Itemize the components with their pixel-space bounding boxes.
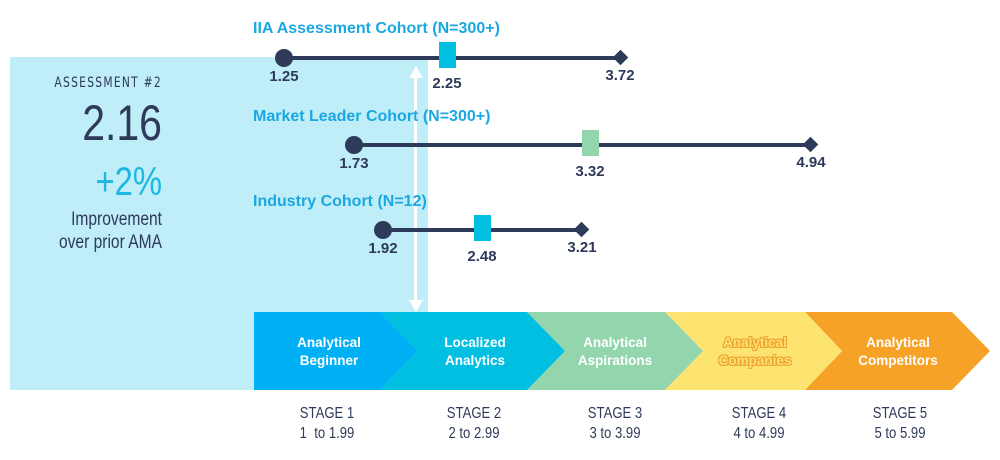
arrow-down-icon: [409, 300, 423, 312]
cohort-2-avg-value: 3.32: [575, 163, 605, 180]
stage-5-caption: STAGE 5 5 to 5.99: [851, 404, 949, 444]
cohort-2-max-value: 4.94: [796, 154, 826, 171]
stage-1-number: STAGE 1: [299, 405, 355, 422]
cohort-1-avg-square: [439, 42, 456, 68]
stage-5-name: Analytical Competitors: [833, 334, 963, 370]
stage-2-name: Localized Analytics: [410, 334, 540, 370]
stage-3-name: Analytical Aspirations: [550, 334, 680, 370]
stage-2-caption: STAGE 2 2 to 2.99: [425, 404, 523, 444]
stage-2-number: STAGE 2: [446, 405, 502, 422]
stage-2-range: 2 to 2.99: [448, 425, 500, 442]
stage-5-name-line2: Competitors: [858, 353, 938, 368]
stage-3-caption: STAGE 3 3 to 3.99: [566, 404, 664, 444]
cohort-1-max-value: 3.72: [605, 67, 635, 84]
stage-2-name-line2: Analytics: [444, 353, 506, 368]
stage-1-name-line1: Analytical: [297, 335, 361, 350]
stage-1-name-line2: Beginner: [299, 353, 359, 368]
cohort-2-avg-square: [582, 130, 599, 156]
stage-3-number: STAGE 3: [587, 405, 643, 422]
cohort-3-avg-square: [474, 215, 491, 241]
cohort-3-min-value: 1.92: [368, 240, 398, 257]
stage-1-range: 1 to 1.99: [299, 425, 355, 442]
stage-4-range: 4 to 4.99: [733, 425, 785, 442]
cohort-2-min-dot: [345, 136, 363, 154]
assessment-score: 2.16: [82, 95, 162, 151]
cohort-1-min-dot: [275, 49, 293, 67]
chevron-stage-1: [254, 312, 418, 390]
assessment-delta: +2%: [95, 160, 162, 204]
cohort-3-title: Industry Cohort (N=12): [253, 193, 427, 210]
stage-3-range: 3 to 3.99: [589, 425, 641, 442]
cohort-3-avg-value: 2.48: [467, 248, 497, 265]
stage-5-number: STAGE 5: [872, 405, 928, 422]
stage-4-caption: STAGE 4 4 to 4.99: [710, 404, 808, 444]
cohort-2-min-value: 1.73: [339, 155, 369, 172]
chevron-stage-3: [527, 312, 703, 390]
cohort-3-max-value: 3.21: [567, 239, 597, 256]
cohort-1-min-value: 1.25: [269, 68, 299, 85]
stage-4-number: STAGE 4: [731, 405, 787, 422]
assessment-description: Improvement over prior AMA: [37, 208, 162, 254]
cohort-2-title: Market Leader Cohort (N=300+): [253, 108, 491, 125]
stage-2-name-line1: Localized: [444, 335, 506, 350]
chevron-stage-4: [665, 312, 842, 390]
stage-4-name-line1: Analytical: [723, 335, 787, 350]
chevron-stage-5: [805, 312, 990, 390]
assessment-description-line1: Improvement: [71, 209, 162, 230]
stage-3-name-line1: Analytical: [583, 335, 647, 350]
stage-1-name: Analytical Beginner: [264, 334, 394, 370]
stage-3-name-line2: Aspirations: [577, 353, 653, 368]
cohort-1-avg-value: 2.25: [432, 75, 462, 92]
stage-5-name-line1: Analytical: [866, 335, 930, 350]
cohort-3-min-dot: [374, 221, 392, 239]
stage-4-name: Analytical Companies: [690, 334, 820, 370]
stage-1-caption: STAGE 1 1 to 1.99: [278, 404, 376, 444]
assessment-description-line2: over prior AMA: [58, 232, 162, 253]
cohort-1-title: IIA Assessment Cohort (N=300+): [253, 20, 500, 37]
arrow-up-icon: [409, 66, 423, 78]
chevron-stage-2: [380, 312, 565, 390]
assessment-label: ASSESSMENT #2: [54, 75, 162, 91]
stage-4-name-line2: Companies: [718, 353, 792, 368]
score-marker-arrow: [414, 76, 417, 302]
stage-5-range: 5 to 5.99: [874, 425, 926, 442]
